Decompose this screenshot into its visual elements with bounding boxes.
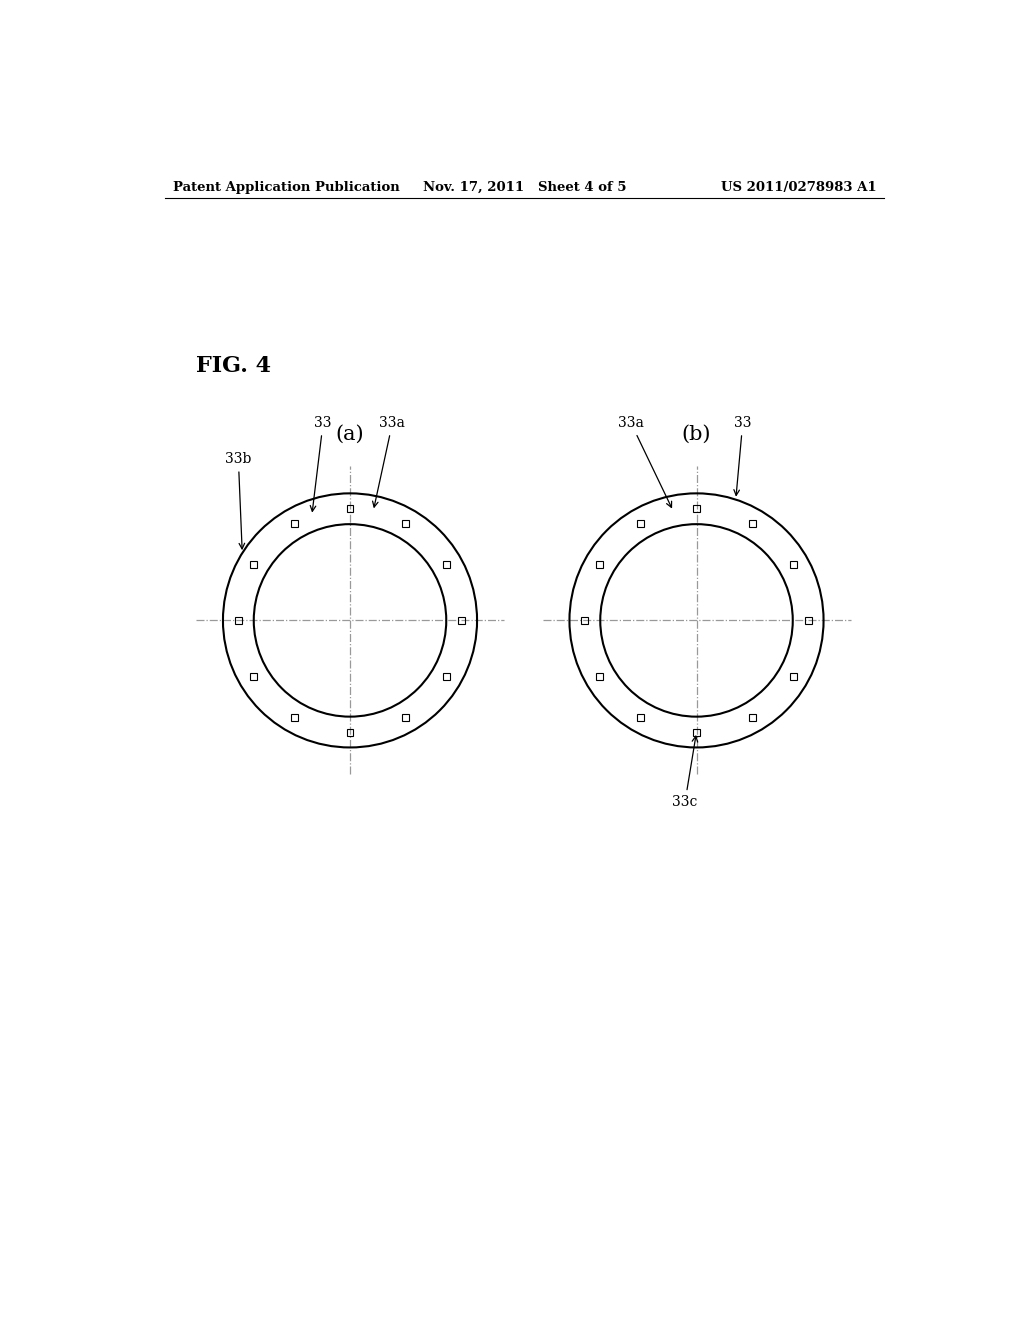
Bar (637, 714, 644, 721)
Text: 33a: 33a (373, 416, 406, 507)
Text: 33: 33 (734, 416, 752, 495)
Bar (250, 561, 257, 568)
Bar (749, 520, 756, 527)
Bar (402, 714, 410, 721)
Text: (a): (a) (336, 424, 365, 444)
Bar (596, 673, 603, 680)
Bar (596, 561, 603, 568)
Bar (458, 616, 465, 624)
Text: 33: 33 (310, 416, 332, 511)
Text: Patent Application Publication: Patent Application Publication (173, 181, 399, 194)
Bar (402, 520, 410, 527)
Bar (291, 714, 298, 721)
Bar (693, 506, 700, 512)
Bar (693, 729, 700, 735)
Bar (234, 616, 242, 624)
Bar (346, 506, 353, 512)
Bar (790, 561, 797, 568)
Bar (443, 673, 451, 680)
Text: 33c: 33c (673, 737, 697, 809)
Bar (443, 561, 451, 568)
Text: Nov. 17, 2011   Sheet 4 of 5: Nov. 17, 2011 Sheet 4 of 5 (423, 181, 627, 194)
Bar (291, 520, 298, 527)
Text: 33a: 33a (618, 416, 672, 507)
Bar (346, 729, 353, 735)
Bar (250, 673, 257, 680)
Bar (749, 714, 756, 721)
Text: US 2011/0278983 A1: US 2011/0278983 A1 (721, 181, 877, 194)
Bar (637, 520, 644, 527)
Text: (b): (b) (682, 424, 712, 444)
Text: 33b: 33b (225, 453, 252, 549)
Bar (582, 616, 589, 624)
Bar (805, 616, 812, 624)
Text: FIG. 4: FIG. 4 (196, 355, 271, 376)
Bar (790, 673, 797, 680)
